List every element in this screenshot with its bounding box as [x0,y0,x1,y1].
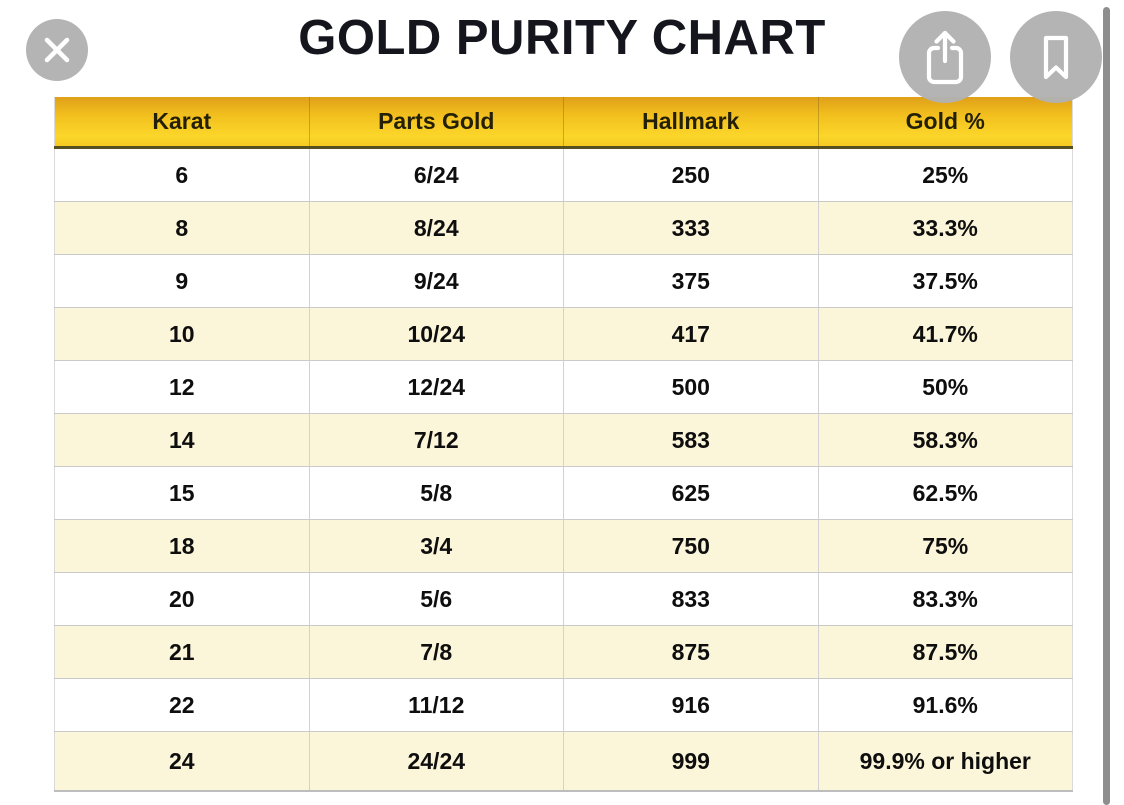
table-row: 20 5/6 833 83.3% [54,572,1073,626]
cell-gold-percent: 50% [818,360,1073,414]
cell-karat: 10 [54,307,310,361]
column-header-karat: Karat [54,97,310,149]
cell-gold-percent: 62.5% [818,466,1073,520]
close-button[interactable] [26,19,88,81]
cell-karat: 18 [54,519,310,573]
column-header-parts-gold: Parts Gold [309,97,564,149]
table-row: 22 11/12 916 91.6% [54,678,1073,732]
cell-parts-gold: 10/24 [309,307,564,361]
cell-parts-gold: 9/24 [309,254,564,308]
cell-parts-gold: 7/8 [309,625,564,679]
cell-hallmark: 750 [563,519,819,573]
cell-parts-gold: 8/24 [309,201,564,255]
cell-hallmark: 500 [563,360,819,414]
cell-parts-gold: 11/12 [309,678,564,732]
cell-gold-percent: 91.6% [818,678,1073,732]
cell-parts-gold: 24/24 [309,731,564,792]
cell-karat: 24 [54,731,310,792]
cell-hallmark: 999 [563,731,819,792]
cell-karat: 22 [54,678,310,732]
cell-karat: 8 [54,201,310,255]
scrollbar[interactable] [1103,7,1110,805]
cell-hallmark: 833 [563,572,819,626]
table-row: 8 8/24 333 33.3% [54,201,1073,255]
cell-karat: 9 [54,254,310,308]
cell-karat: 15 [54,466,310,520]
cell-hallmark: 583 [563,413,819,467]
cell-hallmark: 250 [563,147,819,202]
cell-gold-percent: 99.9% or higher [818,731,1073,792]
cell-parts-gold: 12/24 [309,360,564,414]
table-row: 15 5/8 625 62.5% [54,466,1073,520]
table-row: 18 3/4 750 75% [54,519,1073,573]
cell-hallmark: 417 [563,307,819,361]
cell-gold-percent: 83.3% [818,572,1073,626]
table-row: 14 7/12 583 58.3% [54,413,1073,467]
cell-hallmark: 875 [563,625,819,679]
cell-karat: 21 [54,625,310,679]
cell-gold-percent: 25% [818,147,1073,202]
cell-hallmark: 916 [563,678,819,732]
table-row: 24 24/24 999 99.9% or higher [54,731,1073,792]
cell-hallmark: 625 [563,466,819,520]
table-row: 9 9/24 375 37.5% [54,254,1073,308]
cell-gold-percent: 75% [818,519,1073,573]
cell-karat: 14 [54,413,310,467]
cell-hallmark: 333 [563,201,819,255]
cell-karat: 6 [54,147,310,202]
page-title: GOLD PURITY CHART [298,11,826,65]
share-icon [899,11,991,103]
cell-karat: 20 [54,572,310,626]
cell-karat: 12 [54,360,310,414]
cell-gold-percent: 41.7% [818,307,1073,361]
bookmark-icon [1010,11,1102,103]
column-header-hallmark: Hallmark [563,97,819,149]
table-header: Karat Parts Gold Hallmark Gold % [54,97,1073,149]
cell-gold-percent: 37.5% [818,254,1073,308]
cell-gold-percent: 58.3% [818,413,1073,467]
table-row: 10 10/24 417 41.7% [54,307,1073,361]
table-body: 6 6/24 250 25% 8 8/24 333 33.3% 9 9/24 375 37.5% 10 1… [54,147,1073,792]
table-row: 6 6/24 250 25% [54,147,1073,202]
cell-parts-gold: 5/6 [309,572,564,626]
close-icon [26,19,88,81]
cell-parts-gold: 7/12 [309,413,564,467]
bookmark-button[interactable] [1010,11,1102,103]
cell-parts-gold: 5/8 [309,466,564,520]
column-header-gold-percent: Gold % [818,97,1073,149]
cell-hallmark: 375 [563,254,819,308]
cell-gold-percent: 87.5% [818,625,1073,679]
share-button[interactable] [899,11,991,103]
gold-purity-table: Karat Parts Gold Hallmark Gold % 6 6/24 25… [54,97,1073,792]
cell-gold-percent: 33.3% [818,201,1073,255]
cell-parts-gold: 3/4 [309,519,564,573]
table-row: 21 7/8 875 87.5% [54,625,1073,679]
table-row: 12 12/24 500 50% [54,360,1073,414]
header-row: Karat Parts Gold Hallmark Gold % [54,97,1073,149]
cell-parts-gold: 6/24 [309,147,564,202]
